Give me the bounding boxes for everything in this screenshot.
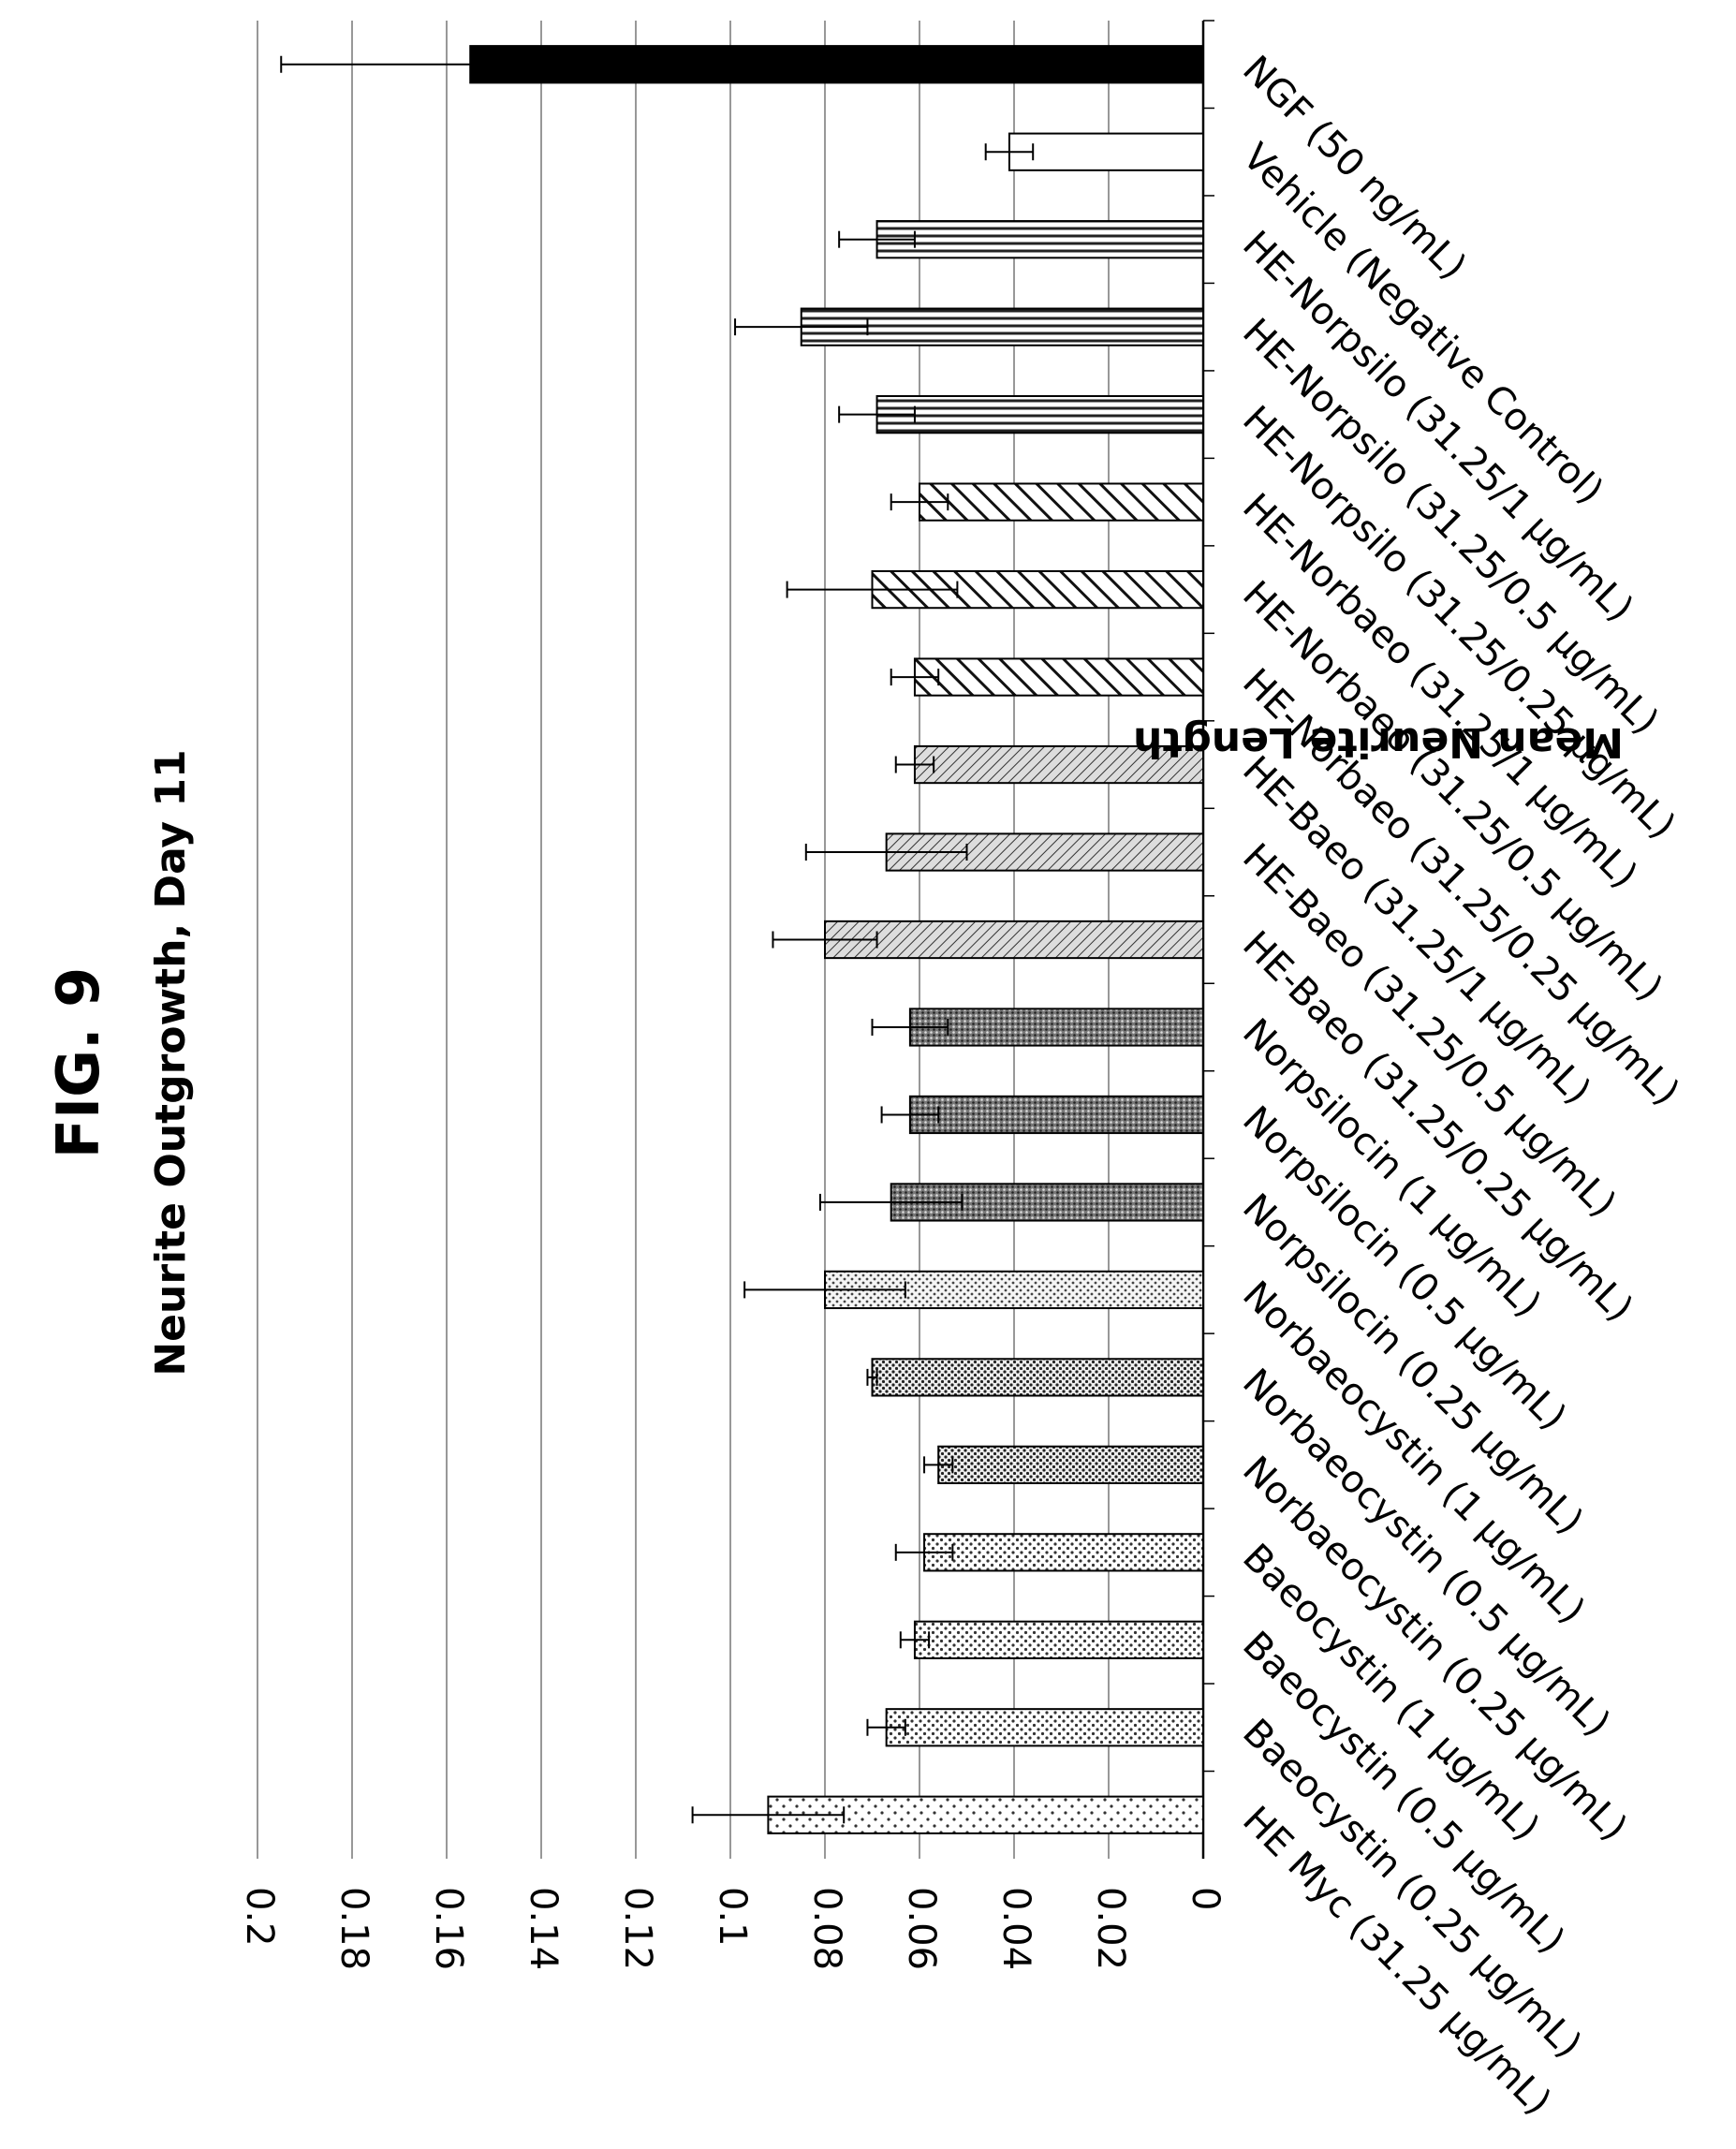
tick-label: 0.12 <box>616 1887 659 1970</box>
tick-label: 0.04 <box>994 1887 1037 1970</box>
bar <box>913 744 1204 785</box>
value-axis-ticks: 0 0.02 0.04 0.06 0.08 0.1 0.12 0.14 0.16 0.18 0.2 <box>238 1887 1227 1970</box>
bar <box>871 1358 1204 1397</box>
bar <box>919 482 1204 522</box>
y-axis-title: Mean Neurite Length <box>1133 718 1624 766</box>
tick-label: 0.08 <box>805 1887 848 1970</box>
bar <box>824 920 1204 960</box>
bar <box>913 1620 1204 1659</box>
error-bars <box>280 55 1035 1824</box>
bar <box>908 1095 1205 1135</box>
bar <box>923 1533 1204 1572</box>
tick-label: 0.06 <box>900 1887 943 1970</box>
figure-label: FIG. 9 <box>44 967 112 1159</box>
bar <box>1008 132 1204 171</box>
bar <box>937 1445 1204 1484</box>
bar <box>908 1008 1205 1047</box>
tick-label: 0.14 <box>522 1887 565 1970</box>
category-labels: NGF (50 ng/mL)Vehicle (Negative Control)… <box>1234 48 1687 2124</box>
tick-label: 0 <box>1184 1887 1227 1910</box>
tick-label: 0.2 <box>238 1887 281 1947</box>
tick-label: 0.18 <box>332 1887 375 1970</box>
bar <box>885 1708 1205 1747</box>
bar <box>875 395 1204 434</box>
tick-label: 0.1 <box>711 1887 754 1947</box>
chart-title: Neurite Outgrowth, Day 11 <box>147 749 195 1376</box>
tick-label: 0.16 <box>427 1887 470 1970</box>
bar <box>875 220 1204 259</box>
tick-label: 0.02 <box>1089 1887 1132 1970</box>
bar <box>913 657 1204 697</box>
